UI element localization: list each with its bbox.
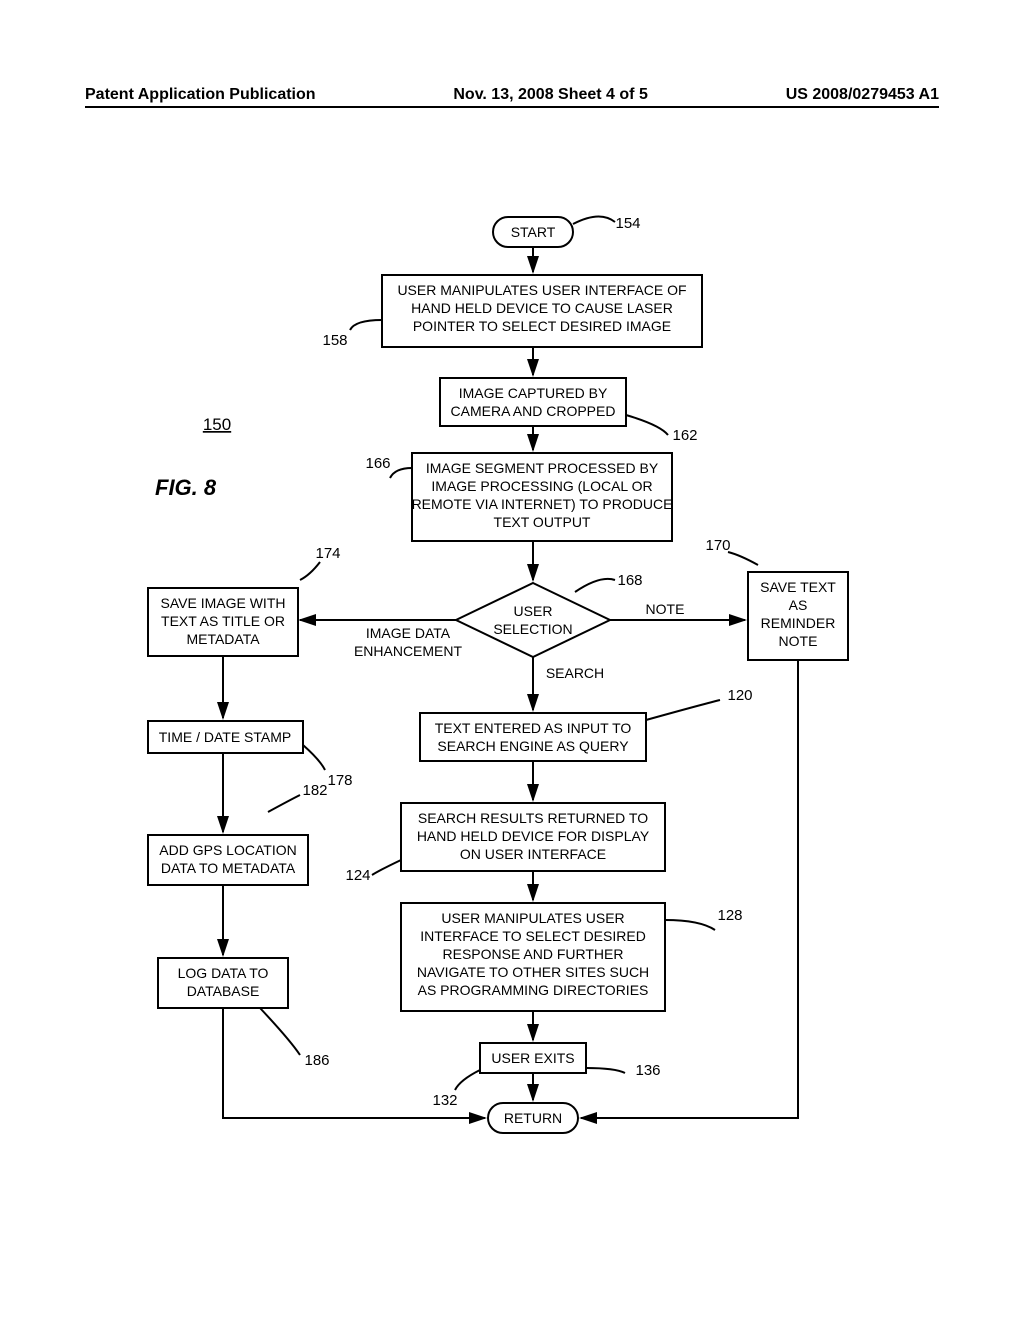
n166-l4: TEXT OUTPUT	[494, 514, 591, 530]
n166-l1: IMAGE SEGMENT PROCESSED BY	[426, 460, 659, 476]
n178-l1: TIME / DATE STAMP	[159, 729, 292, 745]
n120-l1: TEXT ENTERED AS INPUT TO	[435, 720, 632, 736]
n128-l5: AS PROGRAMMING DIRECTORIES	[418, 982, 649, 998]
ref-166: 166	[365, 455, 390, 472]
node-178: TIME / DATE STAMP	[148, 721, 303, 753]
n158-l2: HAND HELD DEVICE TO CAUSE LASER	[411, 300, 673, 316]
ref-170: 170	[705, 537, 730, 554]
figure-number: 150	[203, 415, 231, 434]
node-170: SAVE TEXT AS REMINDER NOTE	[748, 572, 848, 660]
node-168-decision: USER SELECTION	[456, 583, 610, 657]
leader-136	[586, 1068, 625, 1073]
leader-158	[350, 320, 382, 330]
node-120: TEXT ENTERED AS INPUT TO SEARCH ENGINE A…	[420, 713, 646, 761]
leader-182	[268, 795, 300, 812]
n170-l3: REMINDER	[761, 615, 836, 631]
leader-166	[390, 468, 412, 478]
figure-label: FIG. 8	[155, 475, 217, 500]
leader-124	[372, 860, 401, 875]
n162-l1: IMAGE CAPTURED BY	[459, 385, 608, 401]
n174-l1: SAVE IMAGE WITH	[161, 595, 286, 611]
ref-174: 174	[315, 545, 340, 562]
branch-left-l1: IMAGE DATA	[366, 625, 451, 641]
n120-l2: SEARCH ENGINE AS QUERY	[437, 738, 629, 754]
ref-186: 186	[304, 1052, 329, 1069]
n166-l3: REMOTE VIA INTERNET) TO PRODUCE	[412, 496, 673, 512]
branch-right: NOTE	[646, 601, 685, 617]
leader-178	[303, 745, 325, 770]
flowchart-svg: START 154 USER MANIPULATES USER INTERFAC…	[0, 0, 1024, 1320]
ref-158: 158	[322, 332, 347, 349]
n124-l2: HAND HELD DEVICE FOR DISPLAY	[417, 828, 650, 844]
n174-l3: METADATA	[186, 631, 260, 647]
leader-168	[575, 579, 615, 592]
n170-l1: SAVE TEXT	[760, 579, 836, 595]
ref-136: 136	[635, 1062, 660, 1079]
n166-l2: IMAGE PROCESSING (LOCAL OR	[431, 478, 652, 494]
node-186: LOG DATA TO DATABASE	[158, 958, 288, 1008]
ref-182: 182	[302, 782, 327, 799]
n128-l2: INTERFACE TO SELECT DESIRED	[420, 928, 646, 944]
n186-l1: LOG DATA TO	[178, 965, 269, 981]
n182-l2: DATA TO METADATA	[161, 860, 296, 876]
node-132: USER EXITS	[480, 1043, 586, 1073]
n168-t2: SELECTION	[493, 621, 572, 637]
n158-l1: USER MANIPULATES USER INTERFACE OF	[397, 282, 686, 298]
n168-t1: USER	[514, 603, 553, 619]
n158-l3: POINTER TO SELECT DESIRED IMAGE	[413, 318, 671, 334]
start-text: START	[511, 224, 556, 240]
n170-l2: AS	[789, 597, 808, 613]
n124-l3: ON USER INTERFACE	[460, 846, 606, 862]
n128-l1: USER MANIPULATES USER	[441, 910, 624, 926]
node-return: RETURN	[488, 1103, 578, 1133]
node-124: SEARCH RESULTS RETURNED TO HAND HELD DEV…	[401, 803, 665, 871]
ref-168: 168	[617, 572, 642, 589]
n186-l2: DATABASE	[187, 983, 260, 999]
node-166: IMAGE SEGMENT PROCESSED BY IMAGE PROCESS…	[412, 453, 673, 541]
ref-154: 154	[615, 215, 640, 232]
n128-l4: NAVIGATE TO OTHER SITES SUCH	[417, 964, 649, 980]
node-128: USER MANIPULATES USER INTERFACE TO SELEC…	[401, 903, 665, 1011]
ref-128: 128	[717, 907, 742, 924]
ref-162: 162	[672, 427, 697, 444]
branch-down: SEARCH	[546, 665, 604, 681]
branch-left-l2: ENHANCEMENT	[354, 643, 463, 659]
n132-l1: USER EXITS	[491, 1050, 574, 1066]
leader-128	[665, 920, 715, 930]
page: Patent Application Publication Nov. 13, …	[0, 0, 1024, 1320]
n170-l4: NOTE	[779, 633, 818, 649]
node-start: START	[493, 217, 573, 247]
leader-154	[573, 216, 615, 224]
leader-174	[300, 562, 320, 580]
node-158: USER MANIPULATES USER INTERFACE OF HAND …	[382, 275, 702, 347]
n128-l3: RESPONSE AND FURTHER	[443, 946, 624, 962]
node-182: ADD GPS LOCATION DATA TO METADATA	[148, 835, 308, 885]
leader-162	[626, 415, 668, 435]
node-162: IMAGE CAPTURED BY CAMERA AND CROPPED	[440, 378, 626, 426]
node-174: SAVE IMAGE WITH TEXT AS TITLE OR METADAT…	[148, 588, 298, 656]
ref-124: 124	[345, 867, 370, 884]
n124-l1: SEARCH RESULTS RETURNED TO	[418, 810, 648, 826]
ref-178: 178	[327, 772, 352, 789]
ref-132: 132	[432, 1092, 457, 1109]
return-text: RETURN	[504, 1110, 562, 1126]
leader-132	[455, 1070, 480, 1090]
leader-186	[260, 1008, 300, 1055]
ref-120: 120	[727, 687, 752, 704]
n182-l1: ADD GPS LOCATION	[159, 842, 296, 858]
n162-l2: CAMERA AND CROPPED	[451, 403, 616, 419]
n174-l2: TEXT AS TITLE OR	[161, 613, 285, 629]
leader-170	[728, 552, 758, 565]
leader-120	[646, 700, 720, 720]
